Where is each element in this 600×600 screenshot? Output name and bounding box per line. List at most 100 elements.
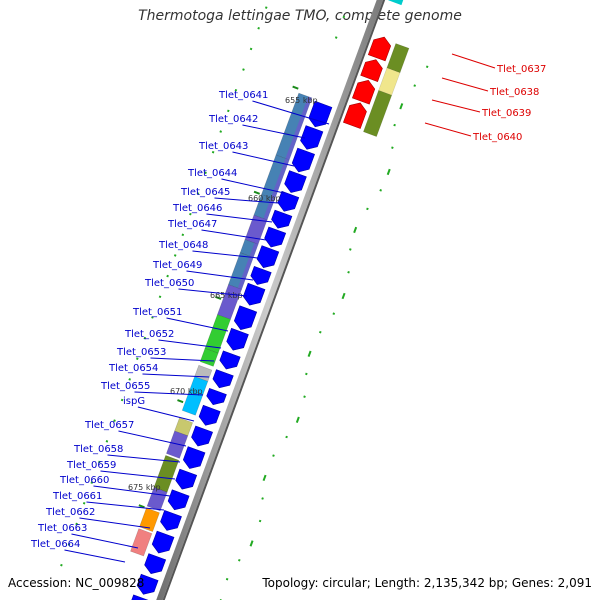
gc-dot	[128, 378, 131, 381]
gc-dot	[225, 577, 229, 581]
backbone-line	[156, 0, 384, 600]
gc-dot	[305, 372, 308, 376]
forward-gene-label: Tlet_0658	[73, 444, 123, 455]
label-leader-line	[242, 124, 306, 139]
forward-gene-arrow	[175, 468, 198, 490]
gc-dot	[347, 270, 350, 274]
label-leader-line	[86, 501, 165, 511]
label-leader-line	[150, 357, 215, 362]
gc-dot	[257, 26, 260, 30]
gc-dot	[60, 563, 63, 567]
forward-gene-label: Tlet_0650	[144, 278, 194, 289]
forward-gene-arrow	[167, 489, 190, 511]
gc-dot	[413, 84, 416, 87]
label-leader-line	[137, 406, 195, 422]
forward-gene-arrow	[284, 170, 307, 193]
label-leader-line	[186, 270, 254, 281]
kbp-ticks: 655 kbp 660 kbp 665 kbp 670 kbp 675 kbp	[128, 85, 318, 509]
cog-strip	[237, 256, 254, 290]
kbp-tick-mark	[138, 504, 145, 509]
gc-dot	[258, 519, 262, 523]
label-leader-line	[201, 229, 267, 241]
label-leader-line	[107, 454, 181, 463]
forward-gene-arrow	[271, 209, 293, 229]
reverse-gene-label: Tlet_0640	[472, 132, 522, 143]
reverse-gene-arrow	[360, 59, 383, 82]
gc-dot	[120, 398, 124, 402]
label-leader-line	[100, 470, 176, 480]
gc-dot	[399, 103, 404, 110]
gc-dot	[135, 357, 139, 360]
cog-block	[166, 430, 189, 459]
forward-gene-arrow	[308, 100, 333, 128]
label-leader-line	[451, 53, 496, 69]
gc-dot	[261, 497, 264, 500]
reverse-gene-label: Tlet_0638	[489, 87, 539, 98]
kbp-tick-label: 655 kbp	[285, 96, 318, 105]
gc-dot	[425, 65, 429, 69]
forward-gene-label: Tlet_0662	[45, 507, 95, 518]
label-leader-line	[232, 151, 295, 167]
backbone	[156, 0, 386, 600]
gc-dot	[90, 481, 94, 484]
forward-gene-label: Tlet_0651	[132, 307, 182, 318]
label-leader-line	[166, 317, 229, 332]
forward-gene-arrow	[191, 425, 213, 447]
forward-gene-arrow	[212, 369, 234, 389]
gc-dot	[249, 540, 254, 547]
cog-block	[139, 507, 160, 532]
cog-strip	[270, 158, 290, 200]
gc-dot	[379, 189, 382, 192]
label-leader-line	[431, 99, 481, 113]
gc-dot	[349, 248, 352, 251]
forward-gene-arrow	[242, 282, 266, 306]
reverse-gene-arrow	[343, 102, 367, 129]
gc-dot	[227, 109, 230, 113]
forward-gene-arrow	[300, 125, 324, 150]
gc-dot	[307, 350, 312, 357]
forward-gene-arrow	[264, 226, 287, 248]
reverse-cog-block	[363, 90, 393, 137]
gc-dot	[262, 474, 267, 482]
gc-dot	[166, 274, 169, 278]
forward-gene-arrow	[151, 530, 175, 554]
forward-gene-label: ispG	[123, 396, 145, 407]
cog-strip	[293, 96, 312, 138]
gc-dot	[204, 171, 207, 175]
gene-labels: Tlet_0641 Tlet_0642 Tlet_0643 Tlet_0644 Tlet…	[30, 53, 546, 563]
label-leader-line	[142, 373, 210, 378]
forward-gene-label: Tlet_0641	[218, 90, 268, 101]
label-leader-line	[178, 288, 248, 297]
forward-gene-arrow	[291, 147, 315, 173]
gc-dot	[113, 419, 116, 422]
cog-strip	[263, 197, 275, 220]
kbp-tick-label: 660 kbp	[248, 194, 281, 203]
gc-dot	[219, 130, 223, 133]
label-leader-line	[134, 391, 204, 396]
forward-gene-label: Tlet_0648	[158, 240, 208, 251]
label-leader-line	[64, 549, 126, 563]
forward-gene-arrow	[250, 266, 272, 285]
gc-dot	[341, 292, 346, 300]
gc-dot	[234, 88, 238, 92]
forward-gene-label: Tlet_0652	[124, 329, 174, 340]
gc-dot	[334, 36, 338, 39]
forward-gene-label: Tlet_0657	[84, 420, 134, 431]
forward-gene-label: Tlet_0653	[116, 347, 166, 358]
gc-dot	[342, 15, 346, 19]
gc-dot	[366, 207, 369, 211]
label-leader-line	[221, 178, 285, 194]
map-title: Thermotoga lettingae TMO, complete genom…	[138, 8, 462, 24]
gc-dot	[151, 316, 154, 319]
forward-gene-track	[131, 100, 333, 600]
gc-dot	[272, 454, 275, 457]
forward-gene-label: Tlet_0655	[100, 381, 150, 392]
reverse-gene-track	[343, 0, 410, 137]
reverse-gene-arrow	[352, 79, 376, 105]
gc-dot	[264, 6, 268, 9]
accession-text: Accession: NC_009828	[8, 576, 145, 590]
cog-block	[199, 348, 219, 367]
forward-gene-arrow	[256, 245, 280, 268]
forward-gene-arrow	[182, 446, 206, 469]
